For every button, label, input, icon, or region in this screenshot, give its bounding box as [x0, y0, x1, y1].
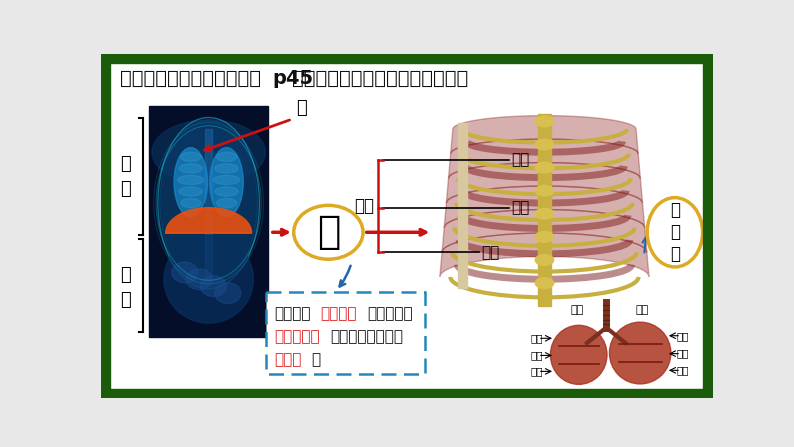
Ellipse shape	[215, 187, 238, 196]
Ellipse shape	[178, 175, 204, 185]
Text: 上叶: 上叶	[676, 331, 688, 341]
Ellipse shape	[535, 186, 553, 196]
Polygon shape	[166, 208, 252, 233]
Ellipse shape	[164, 236, 253, 323]
Ellipse shape	[214, 283, 241, 304]
Bar	[149, 106, 268, 337]
Ellipse shape	[200, 276, 226, 296]
Text: 左肺: 左肺	[635, 305, 649, 315]
Bar	[205, 129, 212, 279]
Ellipse shape	[174, 148, 207, 217]
Text: 上叶: 上叶	[530, 333, 542, 343]
Ellipse shape	[535, 232, 553, 242]
Ellipse shape	[535, 139, 553, 150]
Ellipse shape	[160, 120, 257, 286]
Text: 中叶: 中叶	[676, 349, 688, 358]
Ellipse shape	[179, 187, 202, 196]
Text: 肺: 肺	[296, 99, 306, 117]
Polygon shape	[446, 163, 642, 203]
Text: 呼吸肌: 呼吸肌	[275, 352, 302, 367]
Ellipse shape	[186, 269, 212, 290]
Text: 的功能，是主要的: 的功能，是主要的	[330, 329, 403, 344]
Ellipse shape	[550, 325, 607, 384]
Bar	[703, 54, 713, 398]
Text: 胸椎: 胸椎	[511, 152, 530, 167]
Text: 内容，自主完成导学案知识点一。: 内容，自主完成导学案知识点一。	[292, 69, 468, 88]
FancyBboxPatch shape	[266, 291, 426, 374]
Text: 胸廓: 胸廓	[354, 197, 374, 215]
Ellipse shape	[210, 148, 243, 217]
Text: 腹
腔: 腹 腔	[121, 266, 131, 309]
Bar	[529, 299, 690, 389]
Ellipse shape	[610, 322, 671, 384]
Polygon shape	[449, 139, 641, 178]
Text: 下叶: 下叶	[530, 367, 542, 376]
Ellipse shape	[180, 152, 201, 161]
Text: 收缩和舒张: 收缩和舒张	[275, 329, 320, 344]
Bar	[433, 106, 648, 314]
Text: 肌肉组织: 肌肉组织	[321, 306, 357, 321]
Text: 自主分析：结合视频和课本: 自主分析：结合视频和课本	[121, 69, 261, 88]
Ellipse shape	[535, 278, 553, 288]
Ellipse shape	[535, 162, 553, 173]
Ellipse shape	[535, 116, 553, 127]
Polygon shape	[440, 233, 649, 277]
Text: 构成，具有: 构成，具有	[367, 306, 413, 321]
Ellipse shape	[217, 198, 237, 208]
Text: 肋骨: 肋骨	[511, 200, 530, 215]
Text: 中叶: 中叶	[530, 350, 542, 360]
Text: ）: ）	[311, 352, 321, 367]
Polygon shape	[444, 186, 645, 228]
Text: 胸骨: 胸骨	[481, 245, 499, 260]
Ellipse shape	[217, 152, 237, 161]
Ellipse shape	[215, 164, 238, 173]
Bar	[458, 123, 467, 288]
Text: 右肺: 右肺	[571, 305, 584, 315]
Polygon shape	[451, 116, 638, 154]
Polygon shape	[442, 210, 647, 252]
Ellipse shape	[180, 198, 201, 208]
Ellipse shape	[535, 208, 553, 219]
Bar	[102, 54, 713, 63]
Bar	[102, 54, 110, 398]
Ellipse shape	[535, 255, 553, 266]
Text: 下叶: 下叶	[676, 365, 688, 375]
Ellipse shape	[179, 164, 202, 173]
Ellipse shape	[214, 175, 240, 185]
Text: 膈: 膈	[317, 213, 340, 251]
Text: p45: p45	[272, 69, 314, 88]
Bar	[102, 388, 713, 398]
Text: 肋
间
肌: 肋 间 肌	[670, 201, 680, 263]
Bar	[538, 114, 551, 306]
Ellipse shape	[172, 262, 198, 283]
Text: 胸
腔: 胸 腔	[121, 155, 131, 198]
Text: （主要由: （主要由	[275, 306, 311, 321]
Ellipse shape	[152, 120, 265, 185]
